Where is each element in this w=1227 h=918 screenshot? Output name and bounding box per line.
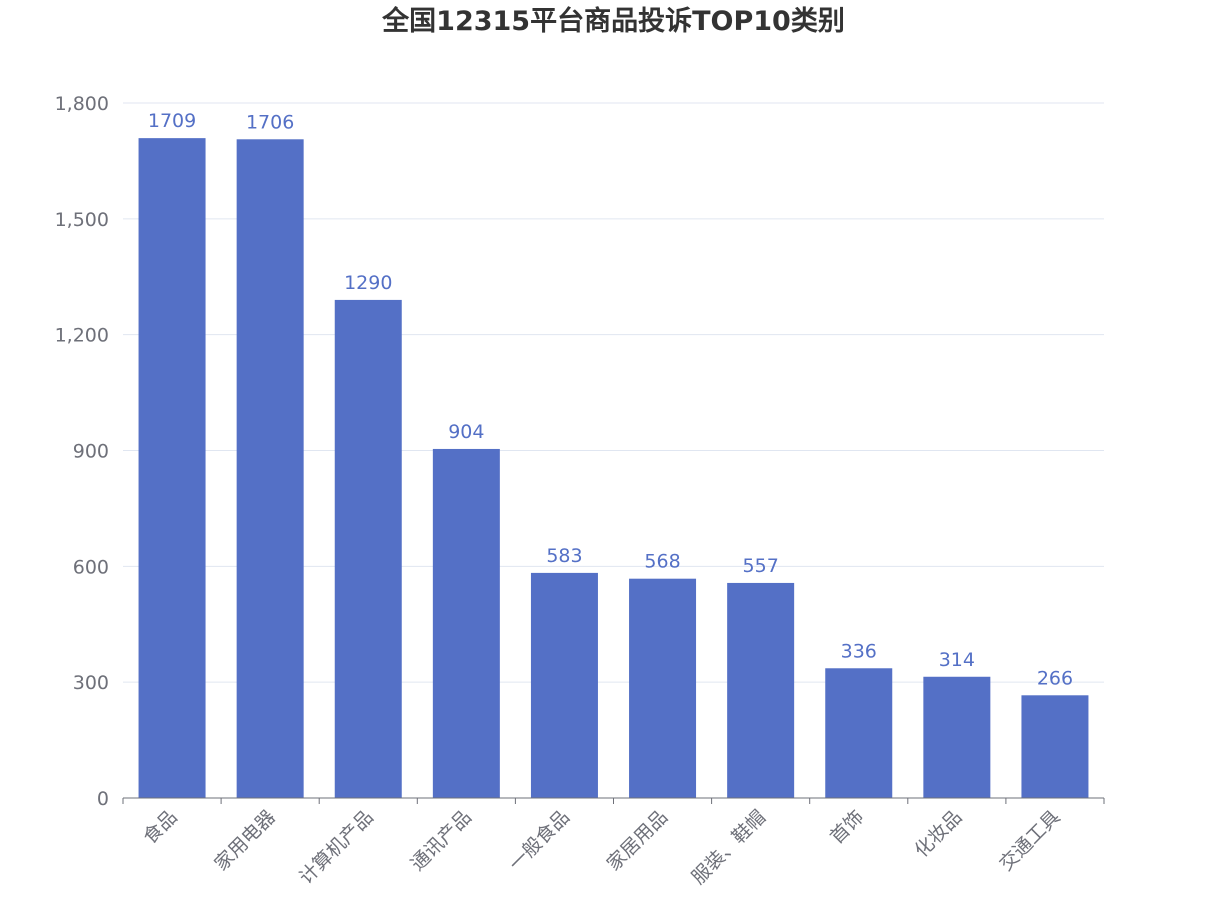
bars [138, 138, 1089, 799]
data-label: 904 [448, 421, 484, 443]
bar[interactable] [432, 448, 500, 798]
y-tick-label: 1,800 [55, 93, 109, 115]
bar[interactable] [138, 138, 206, 798]
y-tick-label: 300 [73, 672, 109, 694]
x-tick-label: 家居用品 [603, 806, 672, 875]
bar[interactable] [923, 676, 991, 798]
x-tick-label: 一般食品 [505, 806, 574, 875]
x-tick-label: 服装、鞋帽 [687, 806, 770, 889]
data-label: 1290 [344, 272, 392, 294]
bar[interactable] [1021, 695, 1089, 798]
data-label: 583 [546, 545, 582, 567]
y-axis-ticks: 0 300 600 900 1,200 1,500 1,800 [55, 93, 109, 810]
bar[interactable] [825, 668, 893, 798]
bar[interactable] [727, 582, 795, 798]
bar[interactable] [629, 578, 697, 798]
data-label: 568 [644, 551, 680, 573]
x-axis-labels: 食品 家用电器 计算机产品 通讯产品 一般食品 家居用品 服装、鞋帽 首饰 化妆品 交通工具 [139, 806, 1064, 889]
y-tick-label: 600 [73, 556, 109, 578]
x-tick-label: 家用电器 [210, 806, 279, 875]
x-tick-label: 通讯产品 [407, 806, 476, 875]
y-tick-label: 1,200 [55, 325, 109, 347]
x-axis [122, 797, 1105, 804]
x-tick-label: 化妆品 [911, 806, 967, 862]
data-label: 314 [939, 649, 975, 671]
data-label: 336 [841, 640, 877, 662]
y-tick-label: 900 [73, 441, 109, 463]
chart-title: 全国12315平台商品投诉TOP10类别 [382, 6, 845, 37]
bar[interactable] [236, 139, 304, 799]
data-labels: 1709 1706 1290 904 583 568 557 336 314 266 [148, 110, 1073, 689]
data-label: 557 [743, 555, 779, 577]
x-tick-label: 食品 [139, 806, 181, 848]
data-label: 1709 [148, 110, 196, 132]
y-tick-label: 1,500 [55, 209, 109, 231]
bar[interactable] [530, 572, 598, 798]
bar[interactable] [334, 299, 402, 798]
data-label: 1706 [246, 111, 294, 133]
y-tick-label: 0 [97, 788, 109, 810]
x-tick-label: 交通工具 [995, 806, 1064, 875]
x-tick-label: 计算机产品 [295, 806, 378, 889]
x-tick-label: 首饰 [826, 806, 868, 848]
data-label: 266 [1037, 667, 1073, 689]
